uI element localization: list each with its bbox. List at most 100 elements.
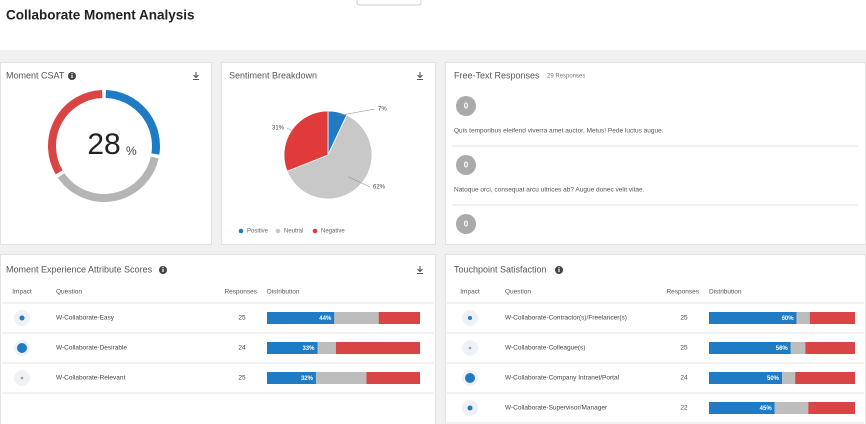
legend-swatch [238,228,244,234]
distribution-segment [782,372,796,384]
distribution-segment [796,312,810,324]
leader-line [336,108,376,117]
distribution-segment [267,342,318,354]
bar-label: 60% [782,316,795,322]
column-header: Question [505,289,531,296]
question: W-Collaborate-Relevant [56,375,125,382]
legend-swatch [275,228,281,234]
leader-line [348,176,371,188]
impact-dot [467,405,473,411]
distribution-segment [335,342,420,354]
responses: 25 [680,315,688,322]
question: W-Collaborate-Company Intranet/Portal [505,375,620,382]
pie-slice [283,110,329,172]
info-icon-glyph [558,269,560,272]
question: W-Collaborate-Easy [56,315,115,322]
responses: 24 [238,345,246,352]
bar-label: 33% [302,346,315,352]
info-icon-glyph [71,73,73,75]
responses: 25 [238,375,246,382]
legend-label[interactable]: Positive [247,229,269,235]
response-text: Quis temporibus eleifend viverra amet au… [454,128,664,135]
slice-label: 7% [378,107,387,113]
distribution-segment [795,372,855,384]
download-icon[interactable] [193,72,199,81]
card-title: Touchpoint Satisfaction [454,264,547,274]
donut-segment [57,156,159,202]
distribution-segment [709,402,775,414]
responses: 25 [238,315,246,322]
card-title: Moment CSAT [6,70,65,80]
question: W-Collaborate-Desirable [56,345,127,352]
attribute-card [0,254,436,424]
impact-dot [20,376,24,380]
bar-label: 44% [319,316,332,322]
bar-label: 45% [760,406,773,412]
top-button[interactable] [356,0,422,6]
donut-segment [48,90,103,175]
page-title: Collaborate Moment Analysis [6,8,195,23]
distribution-segment [267,372,316,384]
count-badge-text: 0 [464,161,469,170]
free-text-card [445,62,866,245]
distribution-segment [774,402,809,414]
info-icon-glyph [71,75,73,78]
column-header: Impact [460,289,480,296]
count-badge [456,155,476,175]
card-title: Free-Text Responses [454,70,540,80]
leader-line [286,127,296,133]
impact-dot [17,343,27,353]
donut-segment [105,90,160,155]
distribution-segment [378,312,420,324]
distribution-segment [809,312,855,324]
distribution-segment [805,342,855,354]
info-icon-glyph [162,269,164,272]
info-icon-glyph [162,267,164,269]
count-badge-text: 0 [464,220,469,229]
distribution-segment [334,312,379,324]
question: W-Collaborate-Supervisor/Manager [505,405,608,412]
impact-dot [468,346,472,350]
distribution-segment [790,342,806,354]
column-header: Impact [12,289,32,296]
download-icon[interactable] [417,266,423,275]
distribution-segment [709,312,797,324]
csat-unit: % [126,144,137,158]
count-badge [456,214,476,234]
legend-swatch [312,228,318,234]
card-title: Moment Experience Attribute Scores [6,264,153,274]
slice-label: 31% [272,126,285,132]
distribution-segment [317,342,336,354]
bar-label: 50% [767,376,780,382]
info-icon-glyph [558,267,560,269]
question: W-Collaborate-Colleague(s) [505,345,585,352]
download-icon[interactable] [417,72,423,81]
column-header: Question [56,289,82,296]
question: W-Collaborate-Contractor(s)/Freelancer(s… [505,315,627,322]
responses: 22 [680,405,688,412]
distribution-segment [267,312,335,324]
csat-score: 28 [87,128,120,161]
distribution-segment [366,372,420,384]
column-header: Distribution [709,289,742,296]
column-header: Responses [666,289,699,296]
legend-label[interactable]: Neutral [284,229,303,235]
count-badge [456,96,476,116]
column-header: Distribution [267,289,300,296]
response-count: 29 Responses [547,74,585,80]
response-text: Natoque orci, consequat arcu ultrices ab… [454,187,645,194]
bar-label: 56% [776,346,789,352]
distribution-segment [808,402,855,414]
responses: 24 [680,375,688,382]
bar-label: 32% [301,376,314,382]
distribution-segment [315,372,367,384]
distribution-segment [709,372,782,384]
distribution-segment [709,342,791,354]
count-badge-text: 0 [464,102,469,111]
responses: 25 [680,345,688,352]
legend-label[interactable]: Negative [321,229,345,235]
touchpoint-card [445,254,866,424]
column-header: Responses [224,289,257,296]
slice-label: 62% [373,185,386,191]
